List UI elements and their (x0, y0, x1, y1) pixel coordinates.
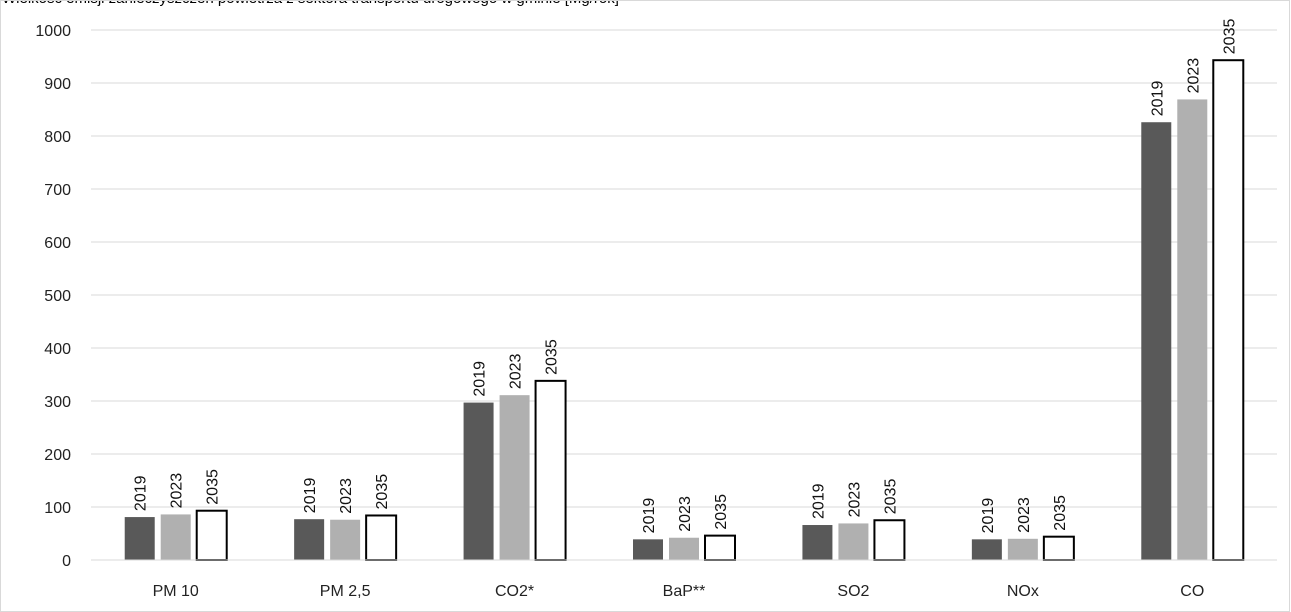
data-label: 2035 (1052, 495, 1069, 531)
y-tick-label: 600 (44, 235, 71, 252)
y-tick-label: 0 (62, 553, 71, 570)
x-tick-label: CO (1180, 583, 1204, 600)
bar-2023-pm10 (160, 514, 191, 560)
data-label: 2019 (980, 498, 997, 534)
data-label: 2023 (169, 473, 186, 509)
data-label: 2035 (882, 479, 899, 515)
bar-2035-co (1212, 59, 1245, 562)
data-label: 2019 (302, 477, 319, 513)
data-label: 2023 (338, 478, 355, 514)
y-tick-label: 700 (44, 182, 71, 199)
bar-2023-pm25 (330, 519, 361, 560)
data-label: 2019 (472, 361, 489, 397)
bar-2019-nox (971, 539, 1002, 560)
x-tick-label: PM 2,5 (320, 583, 371, 600)
data-label: 2035 (205, 469, 222, 505)
chart-title: Wielkość emisji zanieczyszczeń powietrza… (2, 0, 619, 8)
bar-2035-bap (704, 534, 736, 561)
bar-2035-pm10 (195, 509, 228, 561)
data-label: 2023 (846, 482, 863, 518)
bar-2035-so2 (873, 519, 906, 561)
bar-2035-nox (1042, 535, 1075, 561)
bar-2023-co2 (499, 395, 530, 560)
bar-2019-co (1141, 122, 1172, 560)
bar-2019-pm25 (294, 519, 325, 560)
x-tick-label: PM 10 (153, 583, 199, 600)
data-label: 2035 (713, 494, 730, 530)
bar-2019-co2 (463, 402, 494, 560)
y-tick-label: 900 (44, 76, 71, 93)
y-tick-label: 500 (44, 288, 71, 305)
y-tick-label: 1000 (35, 23, 71, 40)
bar-2019-pm10 (124, 517, 155, 560)
bar-2019-so2 (802, 525, 833, 560)
x-tick-label: NOx (1007, 583, 1039, 600)
data-label: 2023 (1016, 497, 1033, 533)
y-tick-label: 100 (44, 500, 71, 517)
data-label: 2035 (374, 474, 391, 510)
data-label: 2023 (677, 496, 694, 532)
bar-2035-pm25 (365, 514, 398, 561)
y-tick-label: 200 (44, 447, 71, 464)
y-tick-label: 400 (44, 341, 71, 358)
y-tick-label: 300 (44, 394, 71, 411)
bar-2019-bap (633, 539, 663, 560)
bar-2023-co (1177, 99, 1208, 561)
y-tick-label: 800 (44, 129, 71, 146)
x-tick-label: SO2 (837, 583, 869, 600)
data-label: 2019 (133, 475, 150, 511)
data-label: 2019 (1149, 81, 1166, 117)
bar-2023-bap (669, 537, 699, 560)
data-label: 2019 (810, 483, 827, 519)
data-label: 2019 (641, 498, 658, 534)
data-label: 2035 (1221, 19, 1238, 55)
bar-2035-co2 (534, 379, 567, 561)
x-tick-label: CO2* (495, 583, 534, 600)
data-label: 2035 (544, 339, 561, 375)
data-label: 2023 (508, 353, 525, 389)
data-label: 2023 (1185, 58, 1202, 94)
bar-2023-so2 (838, 523, 869, 560)
x-tick-label: BaP** (663, 583, 706, 600)
bar-2023-nox (1007, 538, 1038, 560)
